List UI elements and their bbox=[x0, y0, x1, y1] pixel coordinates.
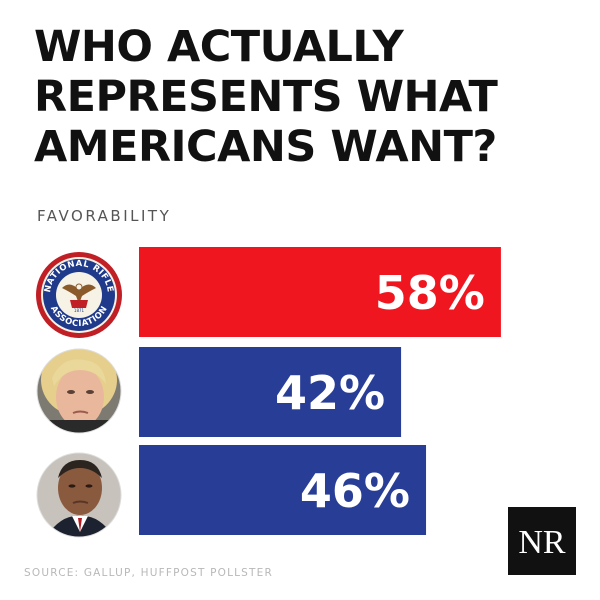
seal-year: 1871 bbox=[74, 308, 85, 313]
bar-label-2: 46% bbox=[300, 464, 410, 518]
barack-obama-portrait bbox=[37, 453, 121, 537]
chart-title: WHO ACTUALLY REPRESENTS WHAT AMERICANS W… bbox=[34, 22, 584, 172]
bar-2 bbox=[139, 445, 427, 535]
nra-seal-icon: NATIONAL RIFLE ASSOCIATION 1871 bbox=[36, 252, 122, 338]
source-note: SOURCE: GALLUP, HUFFPOST POLLSTER bbox=[24, 567, 273, 579]
bar-1 bbox=[139, 347, 402, 437]
hillary-clinton-portrait bbox=[37, 349, 121, 433]
bars-group: 58% 42% 46% bbox=[139, 247, 501, 535]
nr-logo-text: NR bbox=[518, 524, 566, 561]
bar-label-0: 58% bbox=[375, 266, 485, 320]
nr-logo: NR bbox=[508, 507, 576, 575]
title-line-3: AMERICANS WANT? bbox=[34, 122, 497, 172]
title-line-2: REPRESENTS WHAT bbox=[34, 72, 498, 122]
bar-label-1: 42% bbox=[275, 366, 385, 420]
title-line-1: WHO ACTUALLY bbox=[34, 22, 404, 72]
chart-subtitle: FAVORABILITY bbox=[37, 207, 172, 225]
bar-0 bbox=[139, 247, 501, 337]
